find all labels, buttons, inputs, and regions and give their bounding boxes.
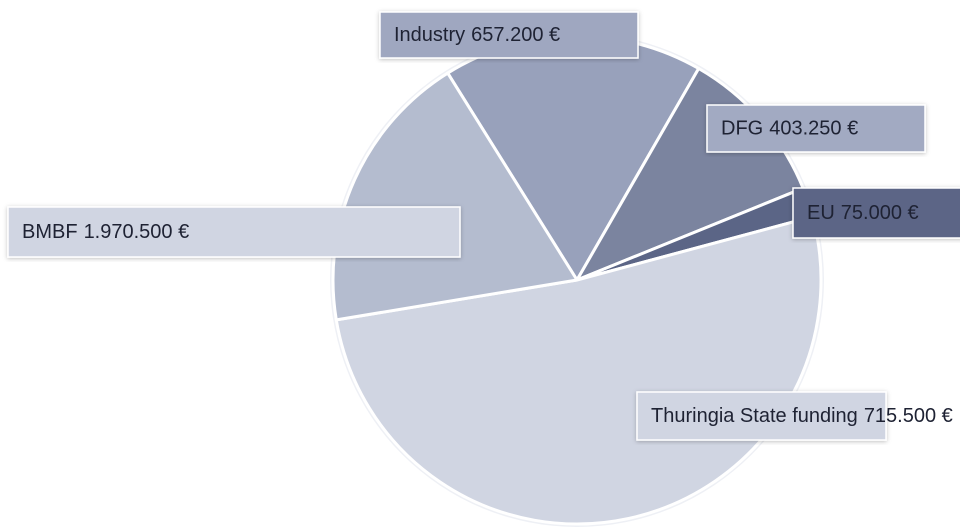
category-name: EU — [807, 202, 835, 224]
value-label: 75.000 € — [841, 202, 919, 224]
slice-label: EU 75.000 € — [792, 187, 960, 239]
label-text: Industry 657.200 € — [394, 24, 560, 46]
category-name: DFG — [721, 118, 763, 140]
category-name: Industry — [394, 24, 465, 46]
label-box — [792, 187, 960, 239]
label-box — [706, 104, 926, 153]
value-label: 657.200 € — [471, 24, 560, 46]
value-label: 1.970.500 € — [84, 221, 190, 243]
slice-label: BMBF 1.970.500 € — [7, 206, 461, 258]
slice-label: Thuringia State funding 715.500 € — [636, 391, 953, 441]
label-box — [379, 11, 639, 59]
slice-label: DFG 403.250 € — [706, 104, 926, 153]
value-label: 403.250 € — [769, 118, 858, 140]
slice-label: Industry 657.200 € — [379, 11, 639, 59]
pie-slice — [331, 71, 579, 322]
label-box — [636, 391, 887, 441]
label-text: DFG 403.250 € — [721, 118, 858, 140]
pie-slice — [334, 215, 823, 526]
value-label: 715.500 € — [864, 405, 953, 427]
label-text: EU 75.000 € — [807, 202, 919, 224]
category-name: BMBF — [22, 221, 78, 243]
label-text: BMBF 1.970.500 € — [22, 221, 189, 243]
label-box — [7, 206, 461, 258]
label-text: Thuringia State funding 715.500 € — [651, 405, 953, 427]
category-name: Thuringia State funding — [651, 405, 858, 427]
